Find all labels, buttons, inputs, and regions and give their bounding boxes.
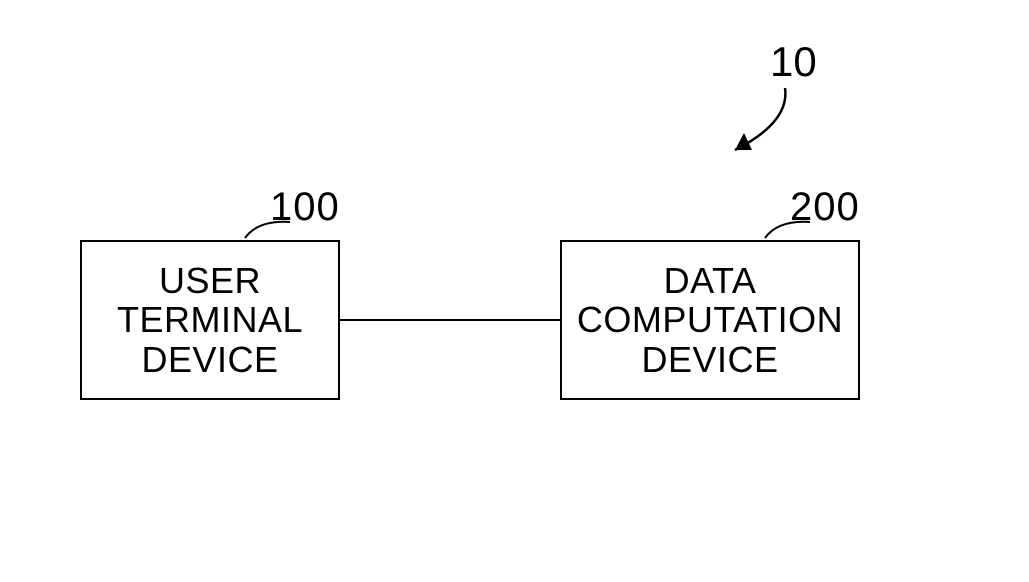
callout-arrow [0,0,1029,582]
diagram-canvas: USER TERMINAL DEVICE 100 DATA COMPUTATIO… [0,0,1029,582]
